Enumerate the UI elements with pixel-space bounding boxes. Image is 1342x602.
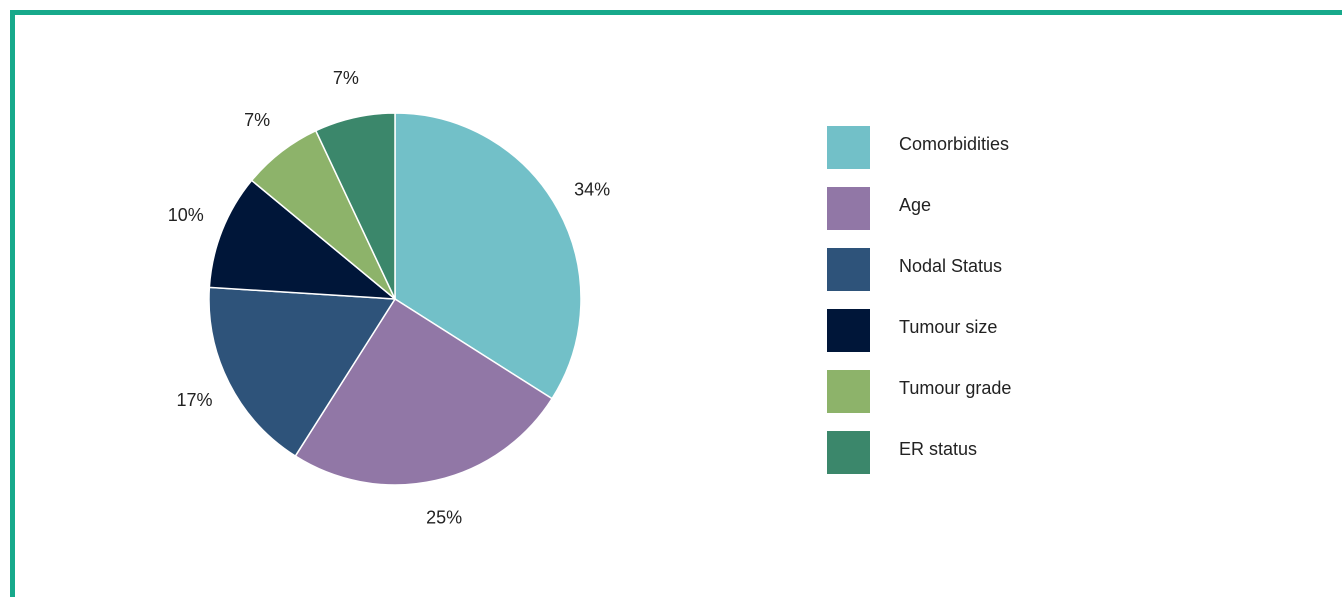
pie-slice	[394, 112, 582, 400]
data-label: 25%	[426, 507, 462, 527]
frame-left	[10, 10, 15, 597]
pie-slice	[314, 112, 396, 300]
legend-swatch	[827, 309, 870, 352]
data-label: 17%	[177, 390, 213, 410]
pie-slice	[208, 179, 398, 300]
legend-label: Tumour size	[899, 317, 997, 337]
legend-label: Nodal Status	[899, 256, 1002, 276]
legend-label: ER status	[899, 439, 977, 459]
data-label: 7%	[333, 68, 359, 88]
legend-label: Tumour grade	[899, 378, 1011, 398]
data-label: 10%	[168, 205, 204, 225]
pie-slice	[208, 286, 397, 458]
legend-swatch	[827, 248, 870, 291]
data-label: 7%	[244, 110, 270, 130]
pie-slice	[294, 297, 554, 486]
legend-swatch	[827, 126, 870, 169]
legend-swatch	[827, 431, 870, 474]
legend-swatch	[827, 187, 870, 230]
legend-label: Age	[899, 195, 931, 215]
data-label: 34%	[574, 179, 610, 199]
legend: Comorbidities Age Nodal Status Tumour size T…	[827, 126, 1011, 474]
frame-top	[10, 10, 1342, 15]
pie: 34% 25% 17% 10% 7% 7%	[168, 68, 610, 527]
legend-label: Comorbidities	[899, 134, 1009, 154]
legend-swatch	[827, 370, 870, 413]
